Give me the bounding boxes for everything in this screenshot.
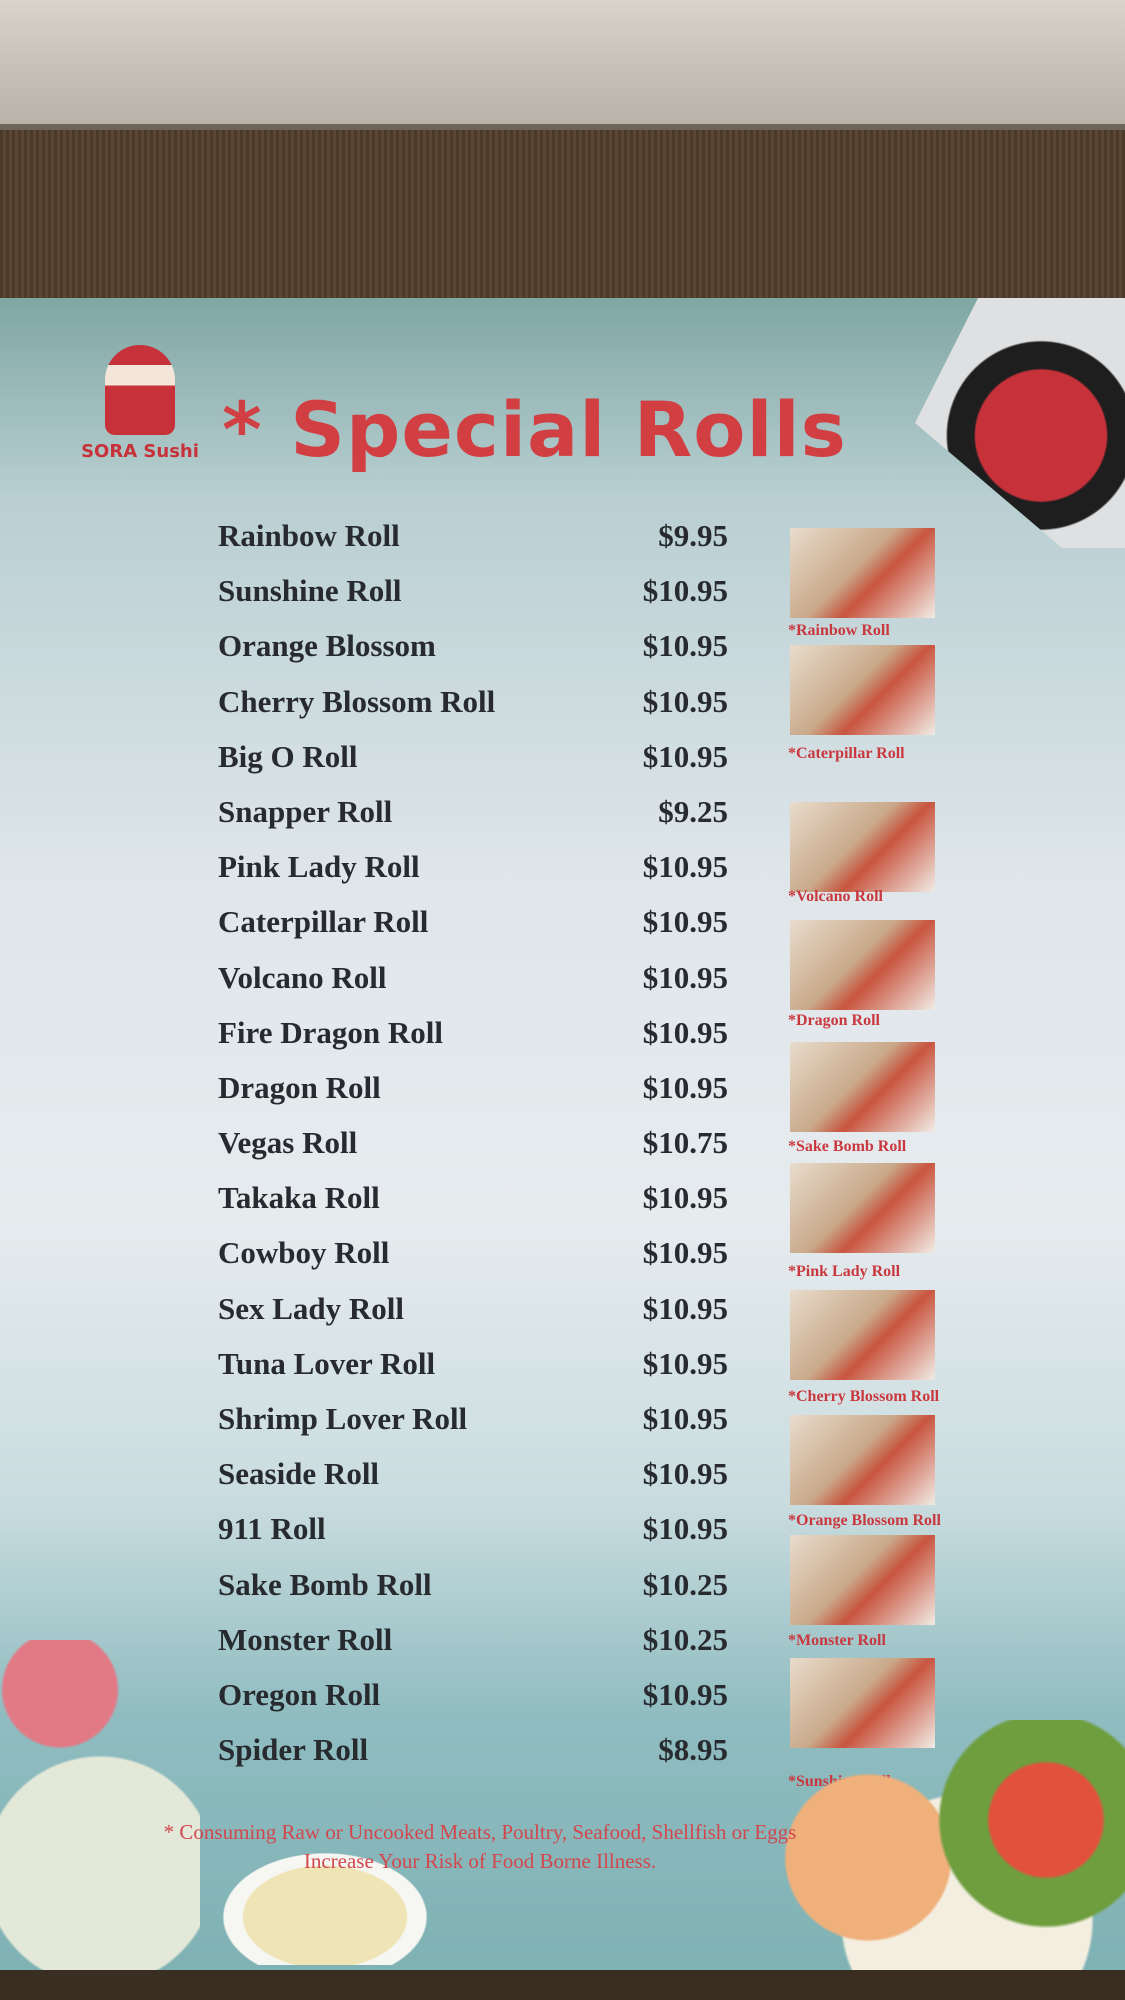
menu-item: Spider Roll $8.95 bbox=[218, 1732, 728, 1787]
item-name: Volcano Roll bbox=[218, 959, 387, 995]
item-name: Orange Blossom bbox=[218, 628, 436, 664]
menu-item: Monster Roll $10.25 bbox=[218, 1622, 728, 1677]
item-price: $10.25 bbox=[642, 1621, 728, 1657]
roll-photo bbox=[790, 920, 935, 1010]
menu-item: Vegas Roll $10.75 bbox=[218, 1125, 728, 1180]
item-price: $10.95 bbox=[642, 1456, 728, 1492]
item-name: Fire Dragon Roll bbox=[218, 1014, 444, 1050]
menu-item: Takaka Roll $10.95 bbox=[218, 1180, 728, 1235]
item-price: $10.95 bbox=[642, 1180, 728, 1216]
item-price: $10.95 bbox=[642, 738, 728, 774]
photo-caption: *Sake Bomb Roll bbox=[788, 1138, 907, 1155]
item-name: Sunshine Roll bbox=[218, 573, 402, 609]
menu-item: Big O Roll $10.95 bbox=[218, 739, 728, 794]
item-name: Caterpillar Roll bbox=[218, 904, 429, 940]
item-name: Rainbow Roll bbox=[218, 518, 400, 553]
item-price: $10.95 bbox=[642, 1511, 728, 1547]
sashimi-image bbox=[730, 1720, 1125, 1970]
item-price: $10.25 bbox=[642, 1566, 728, 1602]
item-price: $10.95 bbox=[642, 904, 728, 940]
item-name: Tuna Lover Roll bbox=[218, 1345, 436, 1381]
window-frame bbox=[0, 0, 1125, 130]
item-price: $10.95 bbox=[642, 1290, 728, 1326]
photo-caption: *Volcano Roll bbox=[788, 888, 883, 905]
roll-photo bbox=[790, 1415, 935, 1505]
roll-photo bbox=[790, 645, 935, 735]
item-name: Big O Roll bbox=[218, 738, 358, 774]
photo-caption: *Pink Lady Roll bbox=[788, 1263, 901, 1280]
item-price: $9.95 bbox=[658, 518, 728, 553]
item-price: $10.95 bbox=[642, 1401, 728, 1436]
photo-caption: *Monster Roll bbox=[788, 1632, 886, 1649]
item-name: Cowboy Roll bbox=[218, 1235, 390, 1271]
logo: SORA Sushi bbox=[55, 345, 225, 462]
item-name: Sex Lady Roll bbox=[218, 1290, 405, 1326]
item-name: Spider Roll bbox=[218, 1732, 369, 1768]
item-price: $8.95 bbox=[658, 1732, 728, 1768]
menu-item: Rainbow Roll $9.95 bbox=[218, 518, 728, 573]
item-name: Pink Lady Roll bbox=[218, 849, 420, 885]
photo-caption: *Rainbow Roll bbox=[788, 622, 890, 639]
item-name: Monster Roll bbox=[218, 1621, 393, 1657]
mascot-image bbox=[105, 345, 175, 435]
photo-caption: *Dragon Roll bbox=[788, 1012, 880, 1029]
menu-item: Orange Blossom $10.95 bbox=[218, 628, 728, 683]
item-price: $10.95 bbox=[642, 1676, 728, 1712]
menu-item: Dragon Roll $10.95 bbox=[218, 1070, 728, 1125]
item-name: Sake Bomb Roll bbox=[218, 1566, 432, 1602]
photo-caption: *Caterpillar Roll bbox=[788, 745, 905, 762]
item-price: $10.75 bbox=[642, 1125, 728, 1161]
roll-photo bbox=[790, 1535, 935, 1625]
item-name: Dragon Roll bbox=[218, 1069, 381, 1105]
item-price: $10.95 bbox=[642, 683, 728, 719]
item-name: Seaside Roll bbox=[218, 1456, 380, 1492]
menu-item: Caterpillar Roll $10.95 bbox=[218, 904, 728, 959]
photo-caption: *Orange Blossom Roll bbox=[788, 1512, 941, 1529]
menu-item: Oregon Roll $10.95 bbox=[218, 1677, 728, 1732]
menu-item: Sake Bomb Roll $10.25 bbox=[218, 1567, 728, 1622]
page-title: * Special Rolls bbox=[222, 385, 847, 474]
menu-item: Cherry Blossom Roll $10.95 bbox=[218, 684, 728, 739]
menu-item: Volcano Roll $10.95 bbox=[218, 960, 728, 1015]
item-price: $10.95 bbox=[642, 849, 728, 885]
cheesecake-image bbox=[210, 1845, 440, 1965]
item-name: Takaka Roll bbox=[218, 1180, 380, 1216]
item-price: $10.95 bbox=[642, 1345, 728, 1381]
menu-item: Sex Lady Roll $10.95 bbox=[218, 1291, 728, 1346]
menu-item: 911 Roll $10.95 bbox=[218, 1511, 728, 1566]
roll-photo bbox=[790, 1042, 935, 1132]
item-price: $10.95 bbox=[642, 1014, 728, 1050]
item-name: Vegas Roll bbox=[218, 1125, 358, 1161]
menu-item: Sunshine Roll $10.95 bbox=[218, 573, 728, 628]
photo-caption: *Cherry Blossom Roll bbox=[788, 1388, 940, 1405]
roll-photo bbox=[790, 528, 935, 618]
item-name: Cherry Blossom Roll bbox=[218, 683, 496, 719]
item-price: $10.95 bbox=[642, 1235, 728, 1271]
menu-item: Snapper Roll $9.25 bbox=[218, 794, 728, 849]
menu-item: Pink Lady Roll $10.95 bbox=[218, 849, 728, 904]
item-price: $10.95 bbox=[642, 628, 728, 664]
item-price: $10.95 bbox=[642, 1069, 728, 1105]
ice-cream-mochi-image bbox=[0, 1640, 200, 1970]
menu-item: Seaside Roll $10.95 bbox=[218, 1456, 728, 1511]
logo-text: SORA Sushi bbox=[81, 441, 199, 462]
item-name: Oregon Roll bbox=[218, 1676, 381, 1712]
item-price: $9.25 bbox=[658, 793, 728, 829]
roll-photo bbox=[790, 802, 935, 892]
menu-item: Fire Dragon Roll $10.95 bbox=[218, 1015, 728, 1070]
item-name: Snapper Roll bbox=[218, 793, 393, 829]
menu-item: Tuna Lover Roll $10.95 bbox=[218, 1346, 728, 1401]
roll-photo bbox=[790, 1290, 935, 1380]
item-price: $10.95 bbox=[642, 959, 728, 995]
roll-photo bbox=[790, 1163, 935, 1253]
disclaimer: * Consuming Raw or Uncooked Meats, Poult… bbox=[163, 1820, 797, 1873]
menu-item: Shrimp Lover Roll $10.95 bbox=[218, 1401, 728, 1456]
item-name: Shrimp Lover Roll bbox=[218, 1401, 468, 1436]
item-name: 911 Roll bbox=[218, 1511, 326, 1547]
item-price: $10.95 bbox=[642, 573, 728, 609]
menu-item: Cowboy Roll $10.95 bbox=[218, 1235, 728, 1290]
menu-list: Rainbow Roll $9.95 Sunshine Roll $10.95 Oran… bbox=[218, 518, 728, 1787]
